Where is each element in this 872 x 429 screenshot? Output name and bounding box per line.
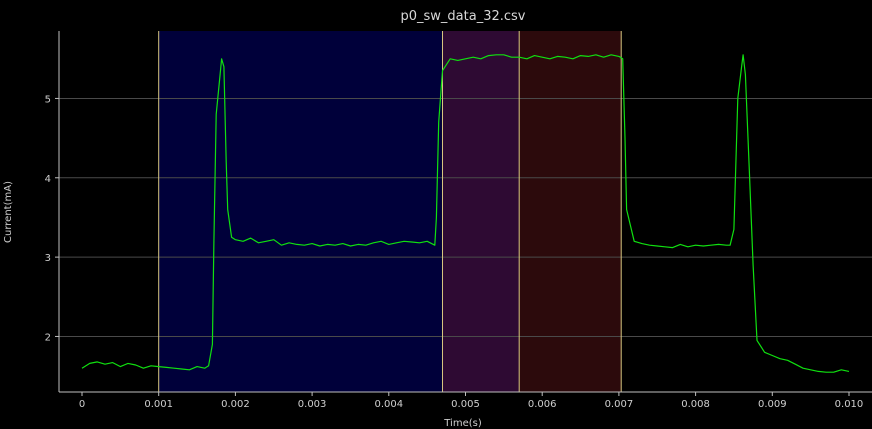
x-tick-label: 0.005 — [451, 399, 480, 410]
x-tick-label: 0.006 — [528, 399, 557, 410]
x-tick-label: 0.001 — [144, 399, 173, 410]
grid-lines — [59, 97, 872, 337]
highlight-region-3 — [519, 31, 622, 392]
y-tick-label: 5 — [45, 94, 51, 105]
x-tick-label: 0.004 — [374, 399, 403, 410]
y-tick-label: 3 — [45, 253, 51, 264]
y-tick-label: 2 — [45, 332, 51, 343]
x-tick-label: 0.008 — [681, 399, 710, 410]
x-tick-label: 0.003 — [298, 399, 327, 410]
chart-title: p0_sw_data_32.csv — [401, 9, 526, 24]
x-axis-label: Time(s) — [443, 418, 482, 429]
x-tick-label: 0.002 — [221, 399, 250, 410]
y-tick-label: 4 — [45, 174, 51, 185]
highlight-region-2 — [442, 31, 520, 392]
x-tick-label: 0.007 — [605, 399, 634, 410]
x-tick-label: 0.010 — [835, 399, 864, 410]
y-axis-label: Current(mA) — [3, 181, 14, 243]
tick-labels: 0 0.001 0.002 0.003 0.004 0.005 0.006 0.007 0.00… — [45, 94, 864, 410]
x-tick-label: 0.009 — [758, 399, 787, 410]
highlight-regions — [158, 31, 622, 392]
cursor-markers — [158, 31, 622, 392]
highlight-region-1 — [158, 31, 443, 392]
series-lines — [81, 54, 850, 373]
x-tick-label: 0 — [79, 399, 85, 410]
series-line-1 — [81, 54, 850, 373]
